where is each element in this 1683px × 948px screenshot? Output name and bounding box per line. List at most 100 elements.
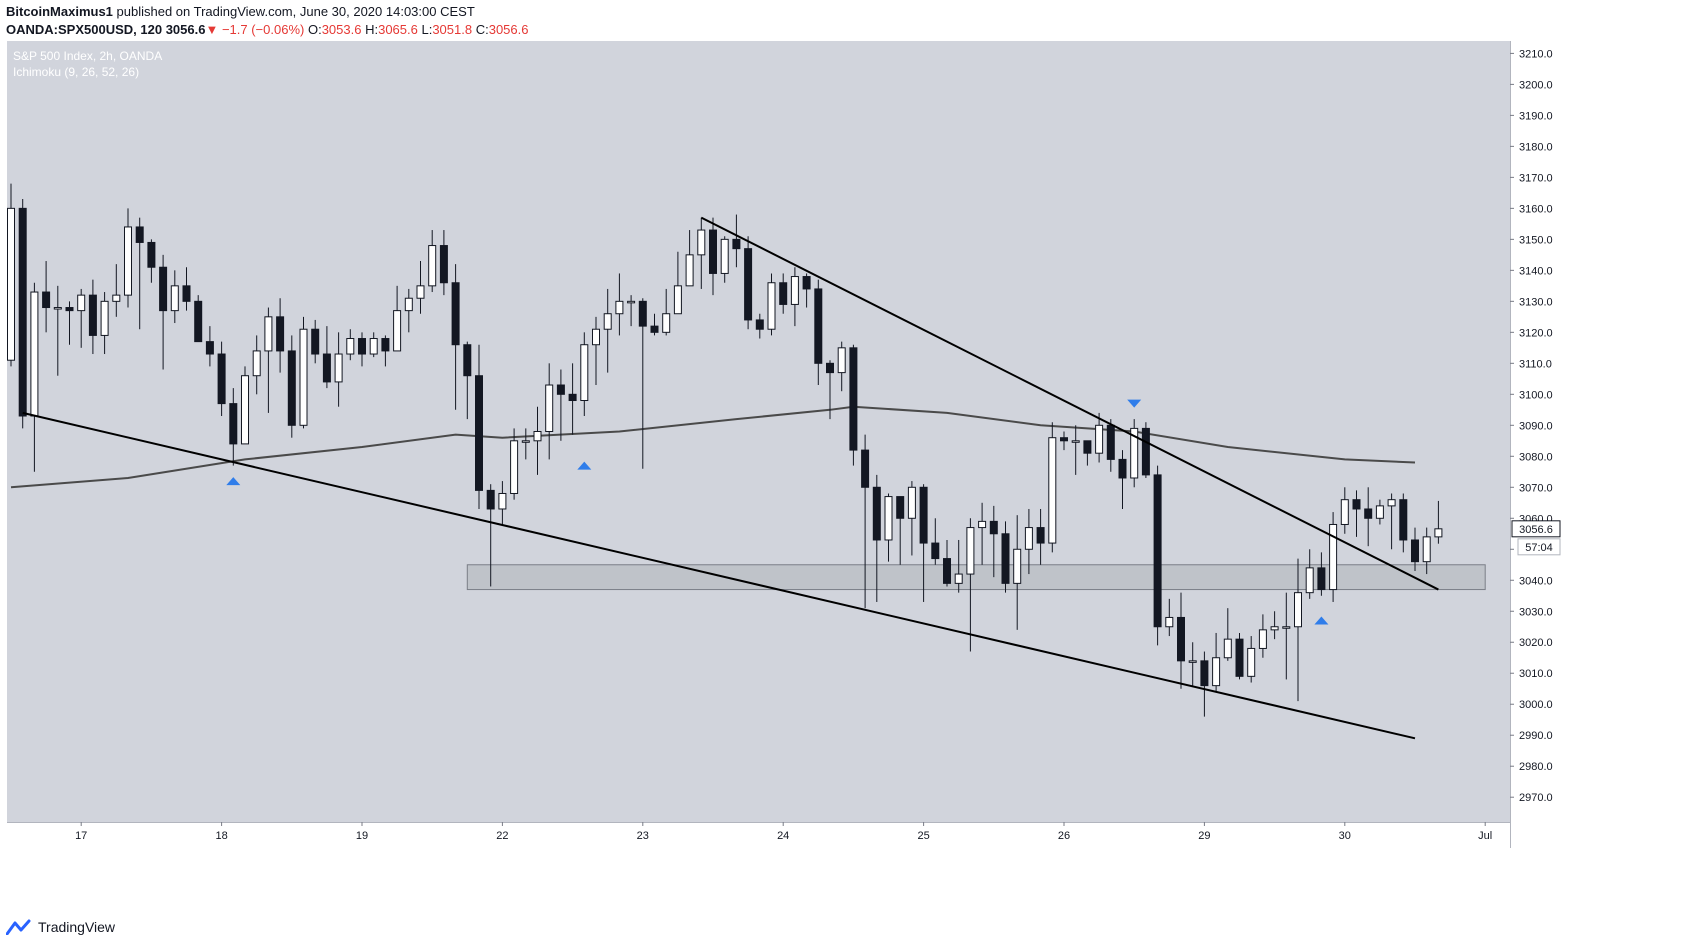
candle-body [989,520,998,535]
candle-up [498,481,507,525]
candle-body [182,285,191,302]
candle-up [966,518,975,652]
price-tick-label: 3150.0 [1519,234,1553,246]
candle-up [100,292,109,355]
candle-body [896,496,905,519]
candle-body [65,307,74,312]
candle-up [907,481,916,556]
candle-up [1329,512,1338,602]
candle-body [1083,440,1092,454]
candle-down [1153,465,1162,646]
candle-body [709,229,717,274]
candle-body [1258,629,1267,649]
ma-line [10,405,1416,489]
candle-up [1013,515,1022,630]
candle-up [954,539,963,593]
candle-up [393,285,402,352]
candle-up [673,251,682,315]
candle-body [346,338,355,355]
candle-up [170,270,179,324]
candle-body [369,338,378,355]
price-tick-label: 3030.0 [1519,606,1553,618]
candle-body [1329,523,1338,591]
candle-down [42,261,51,333]
up-arrow-marker-icon [1314,616,1329,625]
candle-body [1270,626,1279,631]
candle-down [229,388,238,466]
candle-body [837,347,846,374]
candle-down [650,313,659,336]
candle-body [439,245,448,284]
candle-up [299,316,308,429]
candle-up [1247,636,1256,683]
indicator-legend: Ichimoku (9, 26, 52, 26) [13,65,139,79]
candle-down [182,267,191,311]
price-tick-label: 3180.0 [1519,141,1553,153]
candle-body [1106,424,1115,460]
candle-up [1048,422,1057,553]
candle-down [1200,651,1209,717]
candle-body [603,313,612,330]
candle-up [241,366,249,445]
candle-down [931,518,940,565]
time-tick-label: Jul [1478,830,1492,842]
candle-up [615,273,624,336]
candle-down [1141,422,1150,478]
candle-body [334,353,343,383]
candle-down [814,279,823,386]
candle-down [709,217,717,296]
candle-body [287,350,296,426]
candle-up [884,493,893,562]
candle-up [1188,642,1197,686]
candle-up [112,264,121,317]
candle-up [1294,558,1302,702]
candle-up [53,285,62,376]
high-value: 3065.6 [378,22,418,37]
candle-down [568,363,577,435]
candle-up [1375,499,1384,525]
candle-body [1294,592,1302,628]
candle-body [697,229,706,256]
candle-body [1235,638,1244,677]
candle-down [1036,508,1045,565]
lower-trendline [22,411,1416,740]
bar-timer-label: 57:04 [1525,542,1553,554]
candle-down [1001,521,1010,593]
price-tick-label: 3040.0 [1519,575,1553,587]
candle-up [837,341,846,392]
ohlc-line: OANDA:SPX500USD, 120 3056.6▼ −1.7 (−0.06… [6,21,1683,39]
candle-up [533,406,542,475]
candle-body [872,486,881,541]
candle-down [1399,493,1408,553]
candle-body [77,294,86,312]
candle-down [989,505,998,578]
candle-up [545,363,554,460]
candle-body [1212,657,1221,687]
candle-down [486,484,495,587]
tradingview-branding[interactable]: TradingView [6,919,115,935]
candle-up [1223,608,1232,661]
candle-body [1352,499,1361,510]
price-tick-label: 3120.0 [1519,327,1553,339]
candle-body [919,486,928,544]
candle-up [7,183,15,367]
candle-body [521,440,530,443]
candle-down [147,239,156,283]
price-tick-label: 3190.0 [1519,110,1553,122]
candle-body [498,492,507,510]
bar-timer-tag [1517,538,1561,556]
candle-down [1177,592,1185,689]
price-tick-label: 3210.0 [1519,48,1553,60]
candle-down [826,360,834,420]
publish-info: published on TradingView.com, June 30, 2… [112,4,475,19]
candle-body [88,294,97,336]
price-tick-label: 3100.0 [1519,389,1553,401]
candle-body [720,238,729,274]
candle-up [404,288,413,333]
author-name[interactable]: BitcoinMaximus1 [6,4,113,19]
time-tick-label: 30 [1339,830,1351,842]
candle-up [346,329,355,361]
candle-body [673,285,682,315]
candle-up [334,332,343,407]
